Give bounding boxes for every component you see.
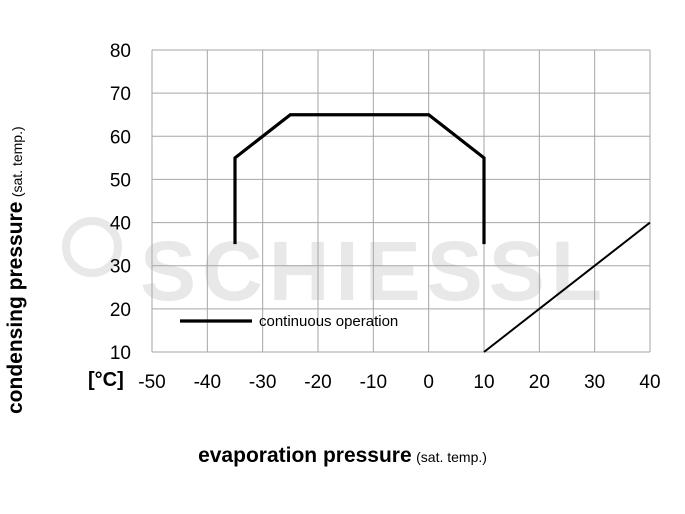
y-tick-label: 20 (110, 300, 131, 321)
x-tick-label: -50 (138, 372, 165, 393)
x-tick-label: 30 (584, 372, 605, 393)
x-tick-label: -30 (249, 372, 276, 393)
series-continuous-operation (233, 113, 486, 245)
x-tick-label: 20 (529, 372, 550, 393)
y-tick-labels: 10 20 30 40 50 60 70 80 (110, 41, 131, 364)
watermark-icon (62, 217, 122, 277)
x-tick-label: -40 (194, 372, 221, 393)
y-tick-label: 70 (110, 84, 131, 105)
x-tick-label: 0 (423, 372, 434, 393)
y-tick-label: 50 (110, 170, 131, 191)
x-axis-note: (sat. temp.) (416, 449, 487, 465)
watermark-text: SCHIESSL (140, 224, 608, 318)
grid (151, 49, 651, 353)
x-tick-label: 40 (639, 372, 660, 393)
y-axis-title: condensing pressure (4, 201, 27, 414)
y-tick-label: 40 (110, 214, 131, 235)
legend-label: continuous operation (259, 313, 398, 330)
y-tick-label: 30 (110, 257, 131, 278)
y-axis-label: condensing pressure (sat. temp.) (4, 126, 28, 414)
watermark-logo: SCHIESSL (62, 217, 608, 318)
x-tick-labels: -50 -40 -30 -20 -10 0 10 20 30 40 (138, 372, 660, 393)
y-axis-note: (sat. temp.) (9, 126, 25, 198)
x-tick-label: -20 (304, 372, 331, 393)
series-diagonal-line (483, 221, 651, 353)
x-tick-label: -10 (360, 372, 387, 393)
x-axis-label: evaporation pressure (sat. temp.) (0, 444, 685, 468)
series-lines (233, 113, 651, 353)
y-tick-label: 60 (110, 127, 131, 148)
unit-label: [°C] (88, 369, 124, 391)
x-axis-title: evaporation pressure (198, 444, 412, 467)
legend: continuous operation (180, 313, 398, 330)
y-tick-label: 80 (110, 41, 131, 62)
y-tick-label: 10 (110, 343, 131, 364)
x-tick-label: 10 (473, 372, 494, 393)
